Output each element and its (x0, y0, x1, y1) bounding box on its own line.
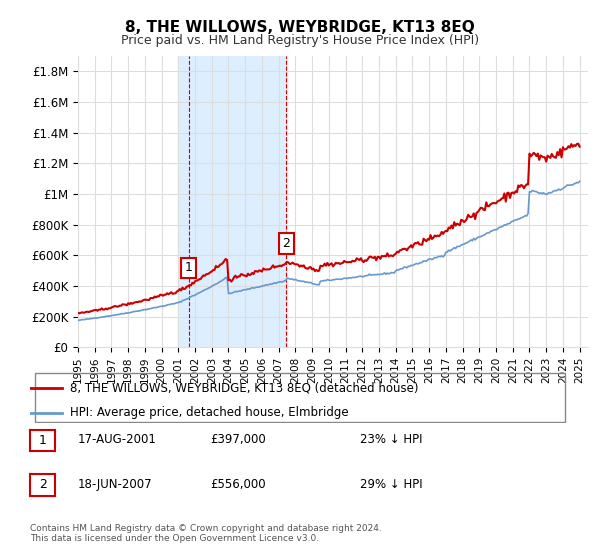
Text: 18-JUN-2007: 18-JUN-2007 (78, 478, 152, 491)
Text: 29% ↓ HPI: 29% ↓ HPI (360, 478, 422, 491)
Text: 8, THE WILLOWS, WEYBRIDGE, KT13 8EQ: 8, THE WILLOWS, WEYBRIDGE, KT13 8EQ (125, 20, 475, 35)
Text: 1: 1 (185, 262, 193, 274)
Text: 17-AUG-2001: 17-AUG-2001 (78, 433, 157, 446)
Text: £556,000: £556,000 (210, 478, 266, 491)
Text: 2: 2 (38, 478, 47, 492)
Text: 23% ↓ HPI: 23% ↓ HPI (360, 433, 422, 446)
Text: 2: 2 (283, 237, 290, 250)
Text: 1: 1 (38, 433, 47, 447)
Text: Price paid vs. HM Land Registry's House Price Index (HPI): Price paid vs. HM Land Registry's House … (121, 34, 479, 46)
Text: HPI: Average price, detached house, Elmbridge: HPI: Average price, detached house, Elmb… (71, 406, 349, 419)
Text: £397,000: £397,000 (210, 433, 266, 446)
Bar (178, 56, 287, 347)
Text: 8, THE WILLOWS, WEYBRIDGE, KT13 8EQ (detached house): 8, THE WILLOWS, WEYBRIDGE, KT13 8EQ (det… (71, 381, 419, 394)
Text: Contains HM Land Registry data © Crown copyright and database right 2024.
This d: Contains HM Land Registry data © Crown c… (30, 524, 382, 543)
